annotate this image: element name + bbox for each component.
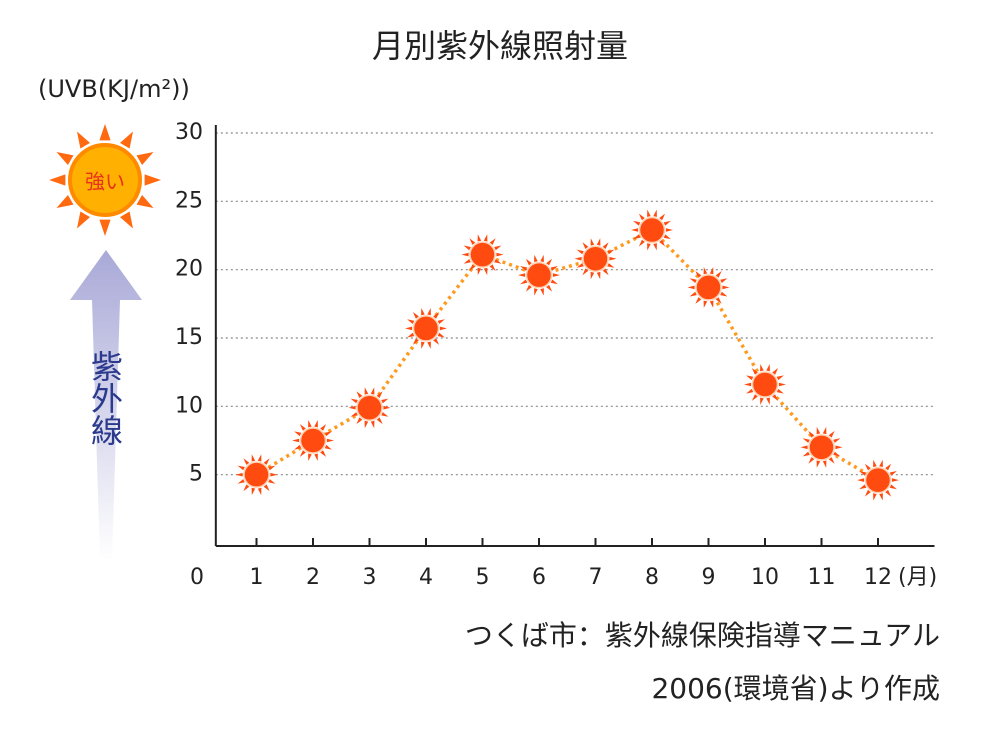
data-point	[800, 426, 843, 468]
data-point	[348, 387, 391, 429]
data-point	[292, 420, 334, 461]
point-body	[582, 245, 609, 272]
sun-icon	[49, 124, 161, 236]
x-tick-label: 11	[808, 565, 836, 590]
point-body	[695, 274, 722, 301]
data-point	[405, 308, 447, 349]
source-line: つくば市：紫外線保険指導マニュアル	[465, 619, 940, 652]
y-tick-label: 10	[175, 393, 203, 418]
x-tick-label: 4	[419, 565, 433, 590]
data-line	[255, 227, 879, 482]
chart-title: 月別紫外線照射量	[372, 27, 628, 65]
y-tick-label: 5	[189, 462, 203, 487]
point-body	[751, 371, 779, 398]
arrow	[70, 250, 142, 560]
data-point	[687, 267, 730, 308]
x-tick-label: 5	[476, 565, 490, 590]
x-tick-label: 8	[645, 565, 659, 590]
point-body	[356, 394, 383, 421]
point-body	[412, 315, 440, 342]
point-body	[864, 466, 892, 494]
y-axis-label: (UVB(KJ/m²))	[38, 75, 190, 103]
sun-label: 強い	[85, 170, 125, 194]
data-point	[574, 238, 617, 280]
source-line: 2006(環境省)より作成	[651, 672, 940, 705]
x-tick-label: 1	[250, 565, 264, 590]
y-tick-label: 25	[175, 188, 203, 213]
data-point	[744, 364, 786, 405]
point-body	[808, 434, 835, 461]
x-unit-label: (月)	[898, 565, 937, 590]
x-tick-label: 10	[751, 565, 779, 590]
y-tick-label: 20	[175, 257, 203, 282]
x-tick-label: 2	[306, 565, 320, 590]
point-body	[299, 427, 327, 454]
x-tick-label: 7	[589, 565, 603, 590]
data-point	[461, 234, 504, 276]
y-tick-label: 15	[175, 325, 203, 350]
y-tick-label: 30	[175, 120, 203, 145]
data-point	[235, 454, 278, 496]
x-tick-label: 3	[363, 565, 377, 590]
data-point	[857, 459, 899, 501]
data-point	[631, 209, 673, 251]
point-body	[469, 241, 496, 268]
arrow-label: 紫外線	[86, 350, 124, 446]
data-point	[518, 254, 560, 296]
x-tick-label: 12	[864, 565, 892, 590]
x-tick-label: 6	[532, 565, 546, 590]
point-body	[243, 461, 270, 488]
sun-body	[68, 143, 142, 217]
x-tick-label: 9	[702, 565, 716, 590]
point-body	[525, 261, 553, 289]
point-body	[638, 216, 666, 244]
x-tick-label: 0	[190, 565, 204, 590]
